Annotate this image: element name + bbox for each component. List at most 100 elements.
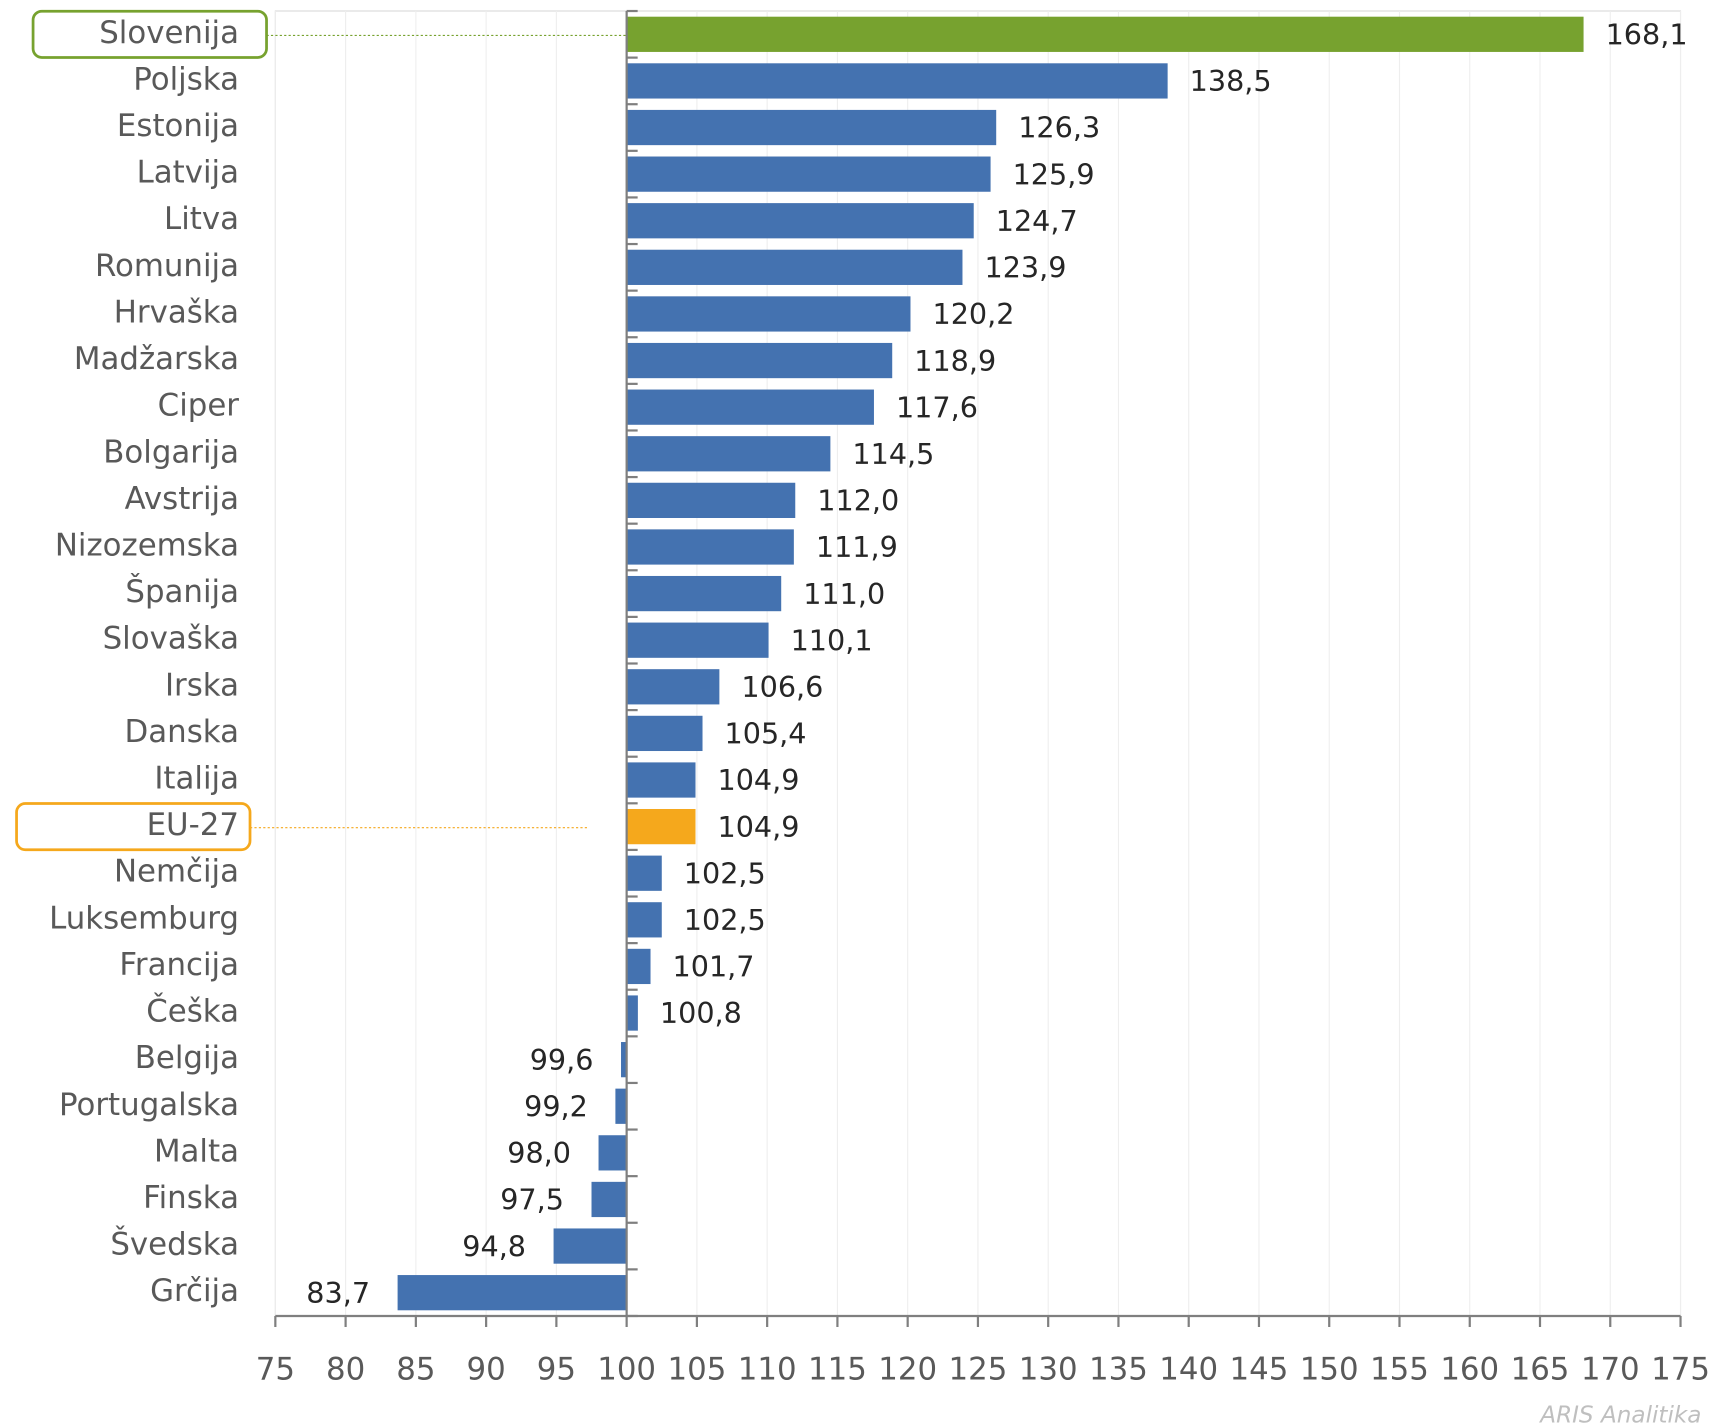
data-label: 111,9	[816, 530, 898, 564]
x-tick-label: 140	[1159, 1352, 1218, 1388]
y-tick-label: Slovenija	[99, 15, 239, 51]
data-label: 102,5	[684, 856, 766, 890]
data-label: 97,5	[500, 1183, 564, 1217]
y-tick-label: Romunija	[95, 248, 239, 284]
data-label: 111,0	[803, 577, 885, 611]
data-label: 124,7	[996, 204, 1078, 238]
x-tick-label: 100	[597, 1352, 656, 1388]
bar	[626, 995, 638, 1031]
data-label: 83,7	[306, 1276, 370, 1310]
y-tick-label: Danska	[125, 714, 239, 750]
x-tick-label: 175	[1651, 1352, 1710, 1388]
data-label: 99,6	[530, 1043, 594, 1077]
x-tick-label: 115	[808, 1352, 867, 1388]
bar	[626, 482, 796, 518]
data-label: 101,7	[673, 950, 755, 984]
x-tick-label: 155	[1370, 1352, 1429, 1388]
y-tick-label: Portugalska	[59, 1087, 239, 1123]
x-tick-label: 150	[1300, 1352, 1359, 1388]
y-tick-label: Latvija	[137, 155, 239, 191]
bar	[626, 389, 874, 425]
bar	[626, 203, 974, 239]
y-tick-label: Malta	[154, 1133, 239, 1169]
data-label: 102,5	[684, 903, 766, 937]
y-tick-label: Italija	[154, 761, 239, 797]
data-label: 94,8	[462, 1229, 526, 1263]
y-tick-label: Slovaška	[103, 621, 239, 657]
y-tick-label: Grčija	[150, 1273, 239, 1309]
x-tick-label: 75	[256, 1352, 295, 1388]
bar	[626, 436, 831, 472]
data-label: 138,5	[1190, 64, 1272, 98]
data-label: 126,3	[1018, 111, 1100, 145]
x-tick-label: 145	[1230, 1352, 1289, 1388]
y-tick-label: Litva	[164, 201, 239, 237]
bar	[626, 529, 794, 565]
bar	[626, 808, 696, 845]
bar	[626, 855, 662, 891]
bar	[626, 16, 1584, 52]
x-tick-label: 95	[537, 1352, 576, 1388]
bar	[598, 1135, 627, 1171]
y-tick-label: Estonija	[117, 108, 239, 144]
bar	[626, 296, 911, 332]
data-label: 120,2	[933, 297, 1015, 331]
x-tick-label: 110	[738, 1352, 797, 1388]
highlight-box	[31, 9, 268, 59]
data-label: 117,6	[896, 390, 978, 424]
data-label: 106,6	[741, 670, 823, 704]
y-tick-label: Belgija	[135, 1040, 239, 1076]
data-label: 110,1	[791, 623, 873, 657]
bar	[626, 902, 662, 938]
y-tick-label: Francija	[119, 947, 239, 983]
bar	[591, 1181, 627, 1218]
y-tick-label: Ciper	[158, 388, 240, 424]
data-label: 123,9	[985, 251, 1067, 285]
x-tick-label: 125	[949, 1352, 1008, 1388]
data-label: 118,9	[914, 344, 996, 378]
x-tick-label: 105	[667, 1352, 726, 1388]
y-tick-label: Nemčija	[114, 854, 239, 890]
credit: ARIS Analitika	[1538, 1403, 1701, 1425]
bar	[553, 1228, 627, 1264]
y-tick-label: Hrvaška	[114, 294, 239, 330]
bar	[626, 156, 991, 192]
x-tick-label: 130	[1019, 1352, 1078, 1388]
bar	[626, 342, 893, 379]
y-tick-label: Irska	[165, 667, 239, 703]
data-label: 104,9	[718, 763, 800, 797]
x-tick-label: 170	[1581, 1352, 1640, 1388]
bar	[626, 762, 696, 798]
data-label: 125,9	[1013, 157, 1095, 191]
data-label: 104,9	[718, 810, 800, 844]
bar	[626, 109, 997, 146]
data-label: 99,2	[524, 1089, 588, 1123]
bar	[626, 63, 1168, 99]
data-label: 105,4	[725, 717, 807, 751]
x-tick-label: 165	[1511, 1352, 1570, 1388]
data-label: 114,5	[852, 437, 934, 471]
y-tick-label: Avstrija	[125, 481, 239, 517]
bar	[615, 1088, 627, 1124]
bar	[626, 575, 782, 612]
data-label: 168,1	[1606, 18, 1688, 52]
data-label: 112,0	[817, 484, 899, 518]
y-tick-label: Luksemburg	[49, 900, 239, 936]
y-tick-label: Madžarska	[74, 341, 239, 377]
y-tick-label: Bolgarija	[103, 434, 239, 470]
bar	[626, 715, 703, 752]
highlight-box	[15, 802, 252, 852]
x-tick-label: 85	[396, 1352, 435, 1388]
y-tick-label: Češka	[146, 993, 239, 1030]
bar	[397, 1275, 627, 1311]
y-tick-label: Švedska	[110, 1226, 239, 1263]
x-tick-label: 120	[878, 1352, 937, 1388]
x-tick-label: 90	[467, 1352, 506, 1388]
data-label: 98,0	[507, 1136, 571, 1170]
y-tick-label: Nizozemska	[55, 527, 239, 563]
y-tick-label: Poljska	[133, 61, 239, 97]
bar	[626, 948, 651, 985]
x-tick-label: 135	[1089, 1352, 1148, 1388]
